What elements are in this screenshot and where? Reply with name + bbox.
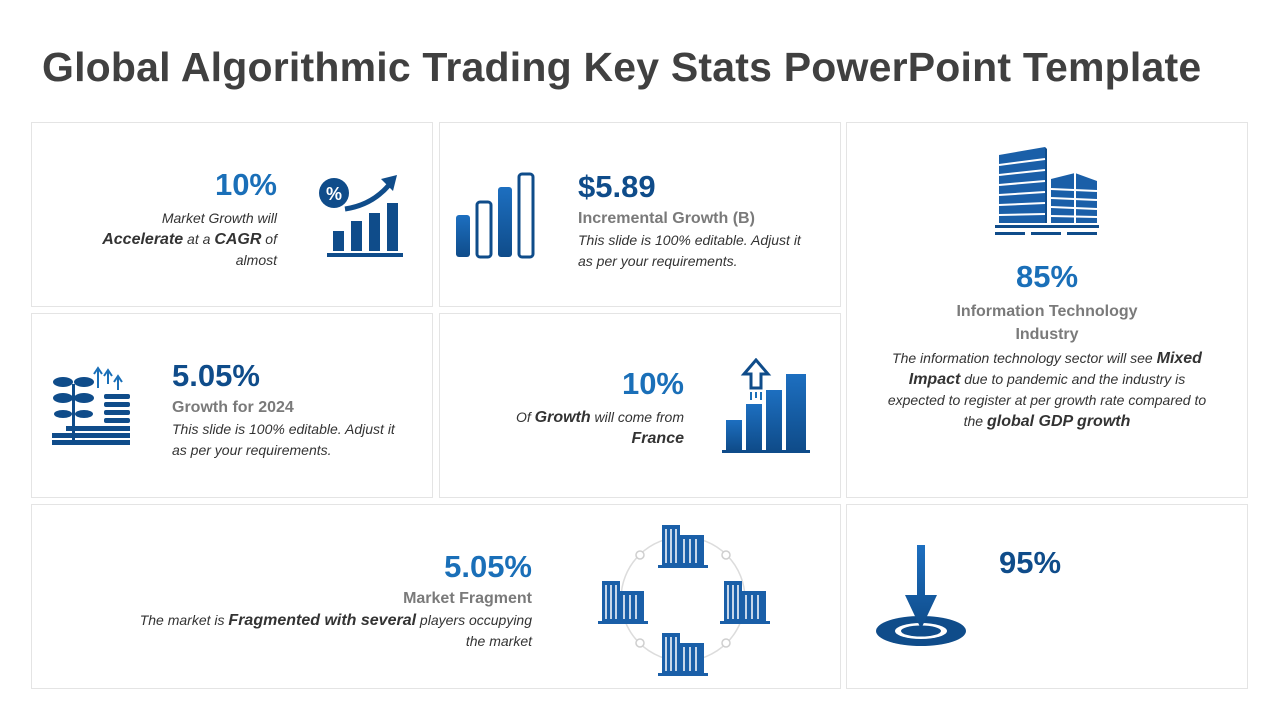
- stat-value: 10%: [621, 366, 684, 401]
- buildings-icon: [995, 145, 1101, 237]
- stat-card-95-percent: 95%: [846, 504, 1248, 689]
- stat-card-it-industry: 85% Information Technology Industry The i…: [846, 122, 1248, 498]
- stat-value: 85%: [1015, 259, 1079, 294]
- bar-chart-icon: [452, 171, 536, 261]
- stat-card-growth-2024: 5.05% Growth for 2024 This slide is 100%…: [31, 313, 433, 498]
- location-target-icon: [875, 543, 967, 651]
- stat-description: This slide is 100% editable. Adjust it as…: [578, 232, 801, 269]
- stat-subtitle: Information Technology Industry: [956, 303, 1138, 343]
- stat-subtitle: Incremental Growth (B): [578, 210, 755, 227]
- stat-description: Market Growth will Accelerate at a CAGR …: [102, 210, 277, 268]
- stat-card-market-fragment: 5.05% Market Fragment The market is Frag…: [31, 504, 841, 689]
- stat-subtitle: Market Fragment: [403, 590, 532, 607]
- stat-card-market-growth: 10% Market Growth will Accelerate at a C…: [31, 122, 433, 307]
- stat-description: The market is Fragmented with several pl…: [139, 612, 532, 649]
- stat-card-incremental-growth: $5.89 Incremental Growth (B) This slide …: [439, 122, 841, 307]
- stat-value: 10%: [214, 167, 277, 202]
- svg-text:%: %: [326, 184, 342, 204]
- stat-card-growth-france: 10% Of Growth will come from France: [439, 313, 841, 498]
- stat-value: 5.05%: [172, 358, 260, 393]
- stat-value: 95%: [999, 545, 1062, 580]
- plant-coins-growth-icon: [52, 364, 134, 450]
- stat-value: $5.89: [578, 169, 656, 204]
- buildings-network-icon: [594, 517, 772, 677]
- page-title: Global Algorithmic Trading Key Stats Pow…: [42, 44, 1202, 90]
- stat-value: 5.05%: [444, 549, 532, 584]
- rising-bar-chart-icon: [720, 358, 816, 456]
- stat-description: This slide is 100% editable. Adjust it as…: [172, 421, 395, 458]
- stat-description: The information technology sector will s…: [887, 350, 1207, 430]
- stat-description: Of Growth will come from France: [515, 409, 684, 447]
- percent-growth-chart-icon: %: [317, 173, 407, 259]
- stat-subtitle: Growth for 2024: [172, 399, 294, 416]
